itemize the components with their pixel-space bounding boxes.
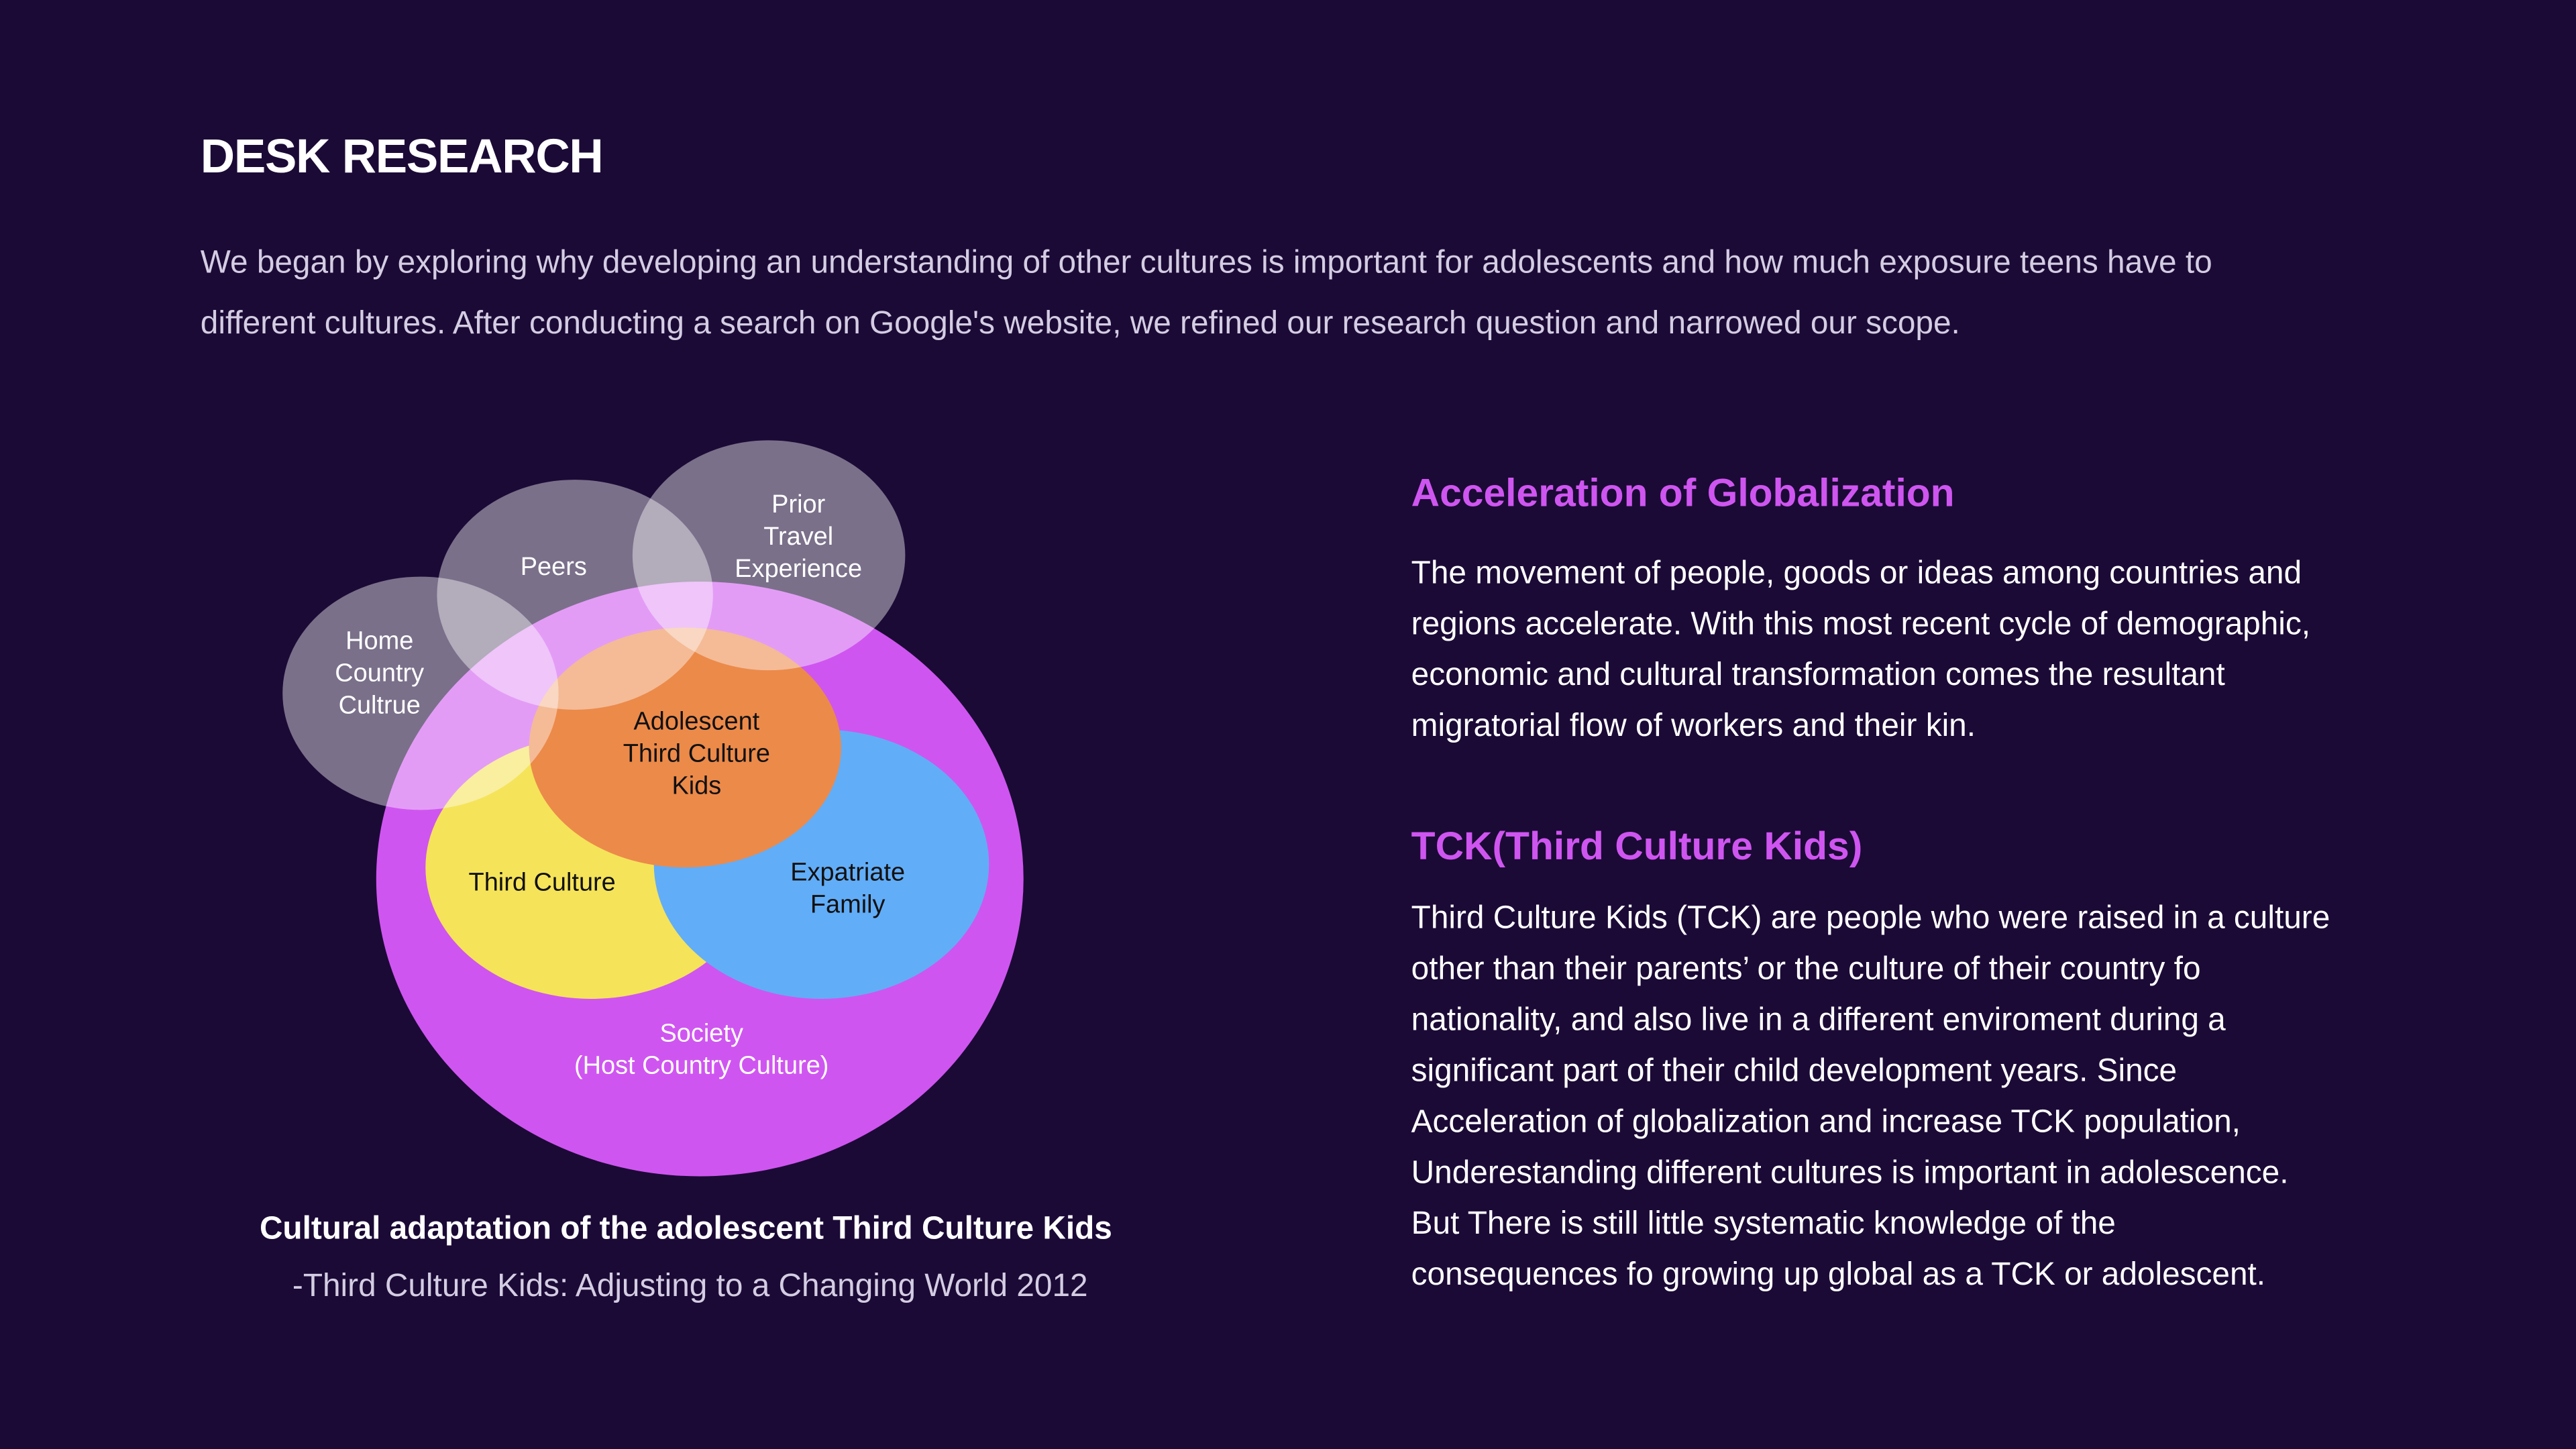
node-label: Third Culture [469, 868, 616, 896]
text-line: significant part of their child developm… [1411, 1053, 2178, 1089]
page-title: DESK RESEARCH [200, 131, 604, 184]
label-line: (Host Country Culture) [574, 1052, 829, 1080]
section-body: Third Culture Kids (TCK) are people who … [1411, 894, 2330, 1301]
home-circle [282, 576, 559, 810]
label-line: Country [335, 659, 424, 687]
label-line: Peers [521, 553, 587, 581]
label-line: Family [810, 891, 885, 919]
label-line: Home [345, 627, 413, 655]
text-line: migratorial flow of workers and their ki… [1411, 708, 1976, 745]
node-label: Society (Host Country Culture) [574, 1020, 829, 1080]
node-label: Peers [521, 553, 587, 581]
text-line: different cultures. After conducting a s… [200, 305, 1960, 342]
node-label: Home Country Cultrue [335, 627, 424, 719]
text-line: We began by exploring why developing an … [200, 244, 2212, 281]
text-line: Underestanding different cultures is imp… [1411, 1155, 2289, 1191]
section-body: The movement of people, goods or ideas a… [1411, 549, 2310, 753]
label-line: Travel [763, 523, 833, 551]
text-line: economic and cultural transformation com… [1411, 657, 2225, 694]
text-line: nationality, and also live in a differen… [1411, 1002, 2226, 1038]
label-line: Third Culture [469, 868, 616, 896]
text-line: regions accelerate. With this most recen… [1411, 606, 2311, 643]
node-label: Adolescent Third Culture Kids [623, 707, 770, 800]
text-line: other than their parents’ or the culture… [1411, 951, 2201, 987]
label-line: Prior [771, 490, 825, 519]
label-line: Expatriate [790, 859, 905, 887]
text-line: The movement of people, goods or ideas a… [1411, 555, 2302, 592]
section-heading: TCK(Third Culture Kids) [1411, 824, 1863, 869]
text-line: Third Culture Kids (TCK) are people who … [1411, 900, 2330, 936]
node-label: Expatriate Family [790, 859, 905, 919]
text-line: Acceleration of globalization and increa… [1411, 1104, 2241, 1140]
intro: We began by exploring why developing an … [201, 233, 2212, 355]
label-line: Third Culture [623, 739, 770, 767]
travel-circle [632, 440, 906, 671]
label-line: Adolescent [634, 707, 760, 735]
caption-source: -Third Culture Kids: Adjusting to a Chan… [292, 1268, 1088, 1305]
node-label: Prior Travel Experience [735, 490, 862, 583]
label-line: Cultrue [339, 691, 421, 719]
label-line: Society [660, 1020, 743, 1048]
tck-circle [529, 627, 841, 868]
caption: Cultural adaptation of the adolescent Th… [259, 1210, 1112, 1247]
label-line: Experience [735, 555, 862, 583]
text-line: But There is still little systematic kno… [1411, 1205, 2116, 1242]
label-line: Kids [672, 771, 721, 800]
diagram: Home Country Cultrue Peers Prior Travel Expe… [282, 440, 1024, 1177]
text-line: consequences fo growing up global as a T… [1411, 1256, 2266, 1293]
peers-circle [437, 480, 713, 710]
section-heading: Acceleration of Globalization [1411, 471, 1955, 516]
